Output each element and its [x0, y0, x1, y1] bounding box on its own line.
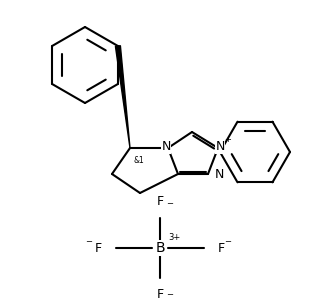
Text: F: F — [156, 195, 164, 208]
Text: −: − — [166, 290, 173, 299]
Text: −: − — [166, 199, 173, 208]
Text: B: B — [155, 241, 165, 255]
Text: 3+: 3+ — [168, 233, 180, 242]
Text: N: N — [161, 140, 171, 153]
Text: N: N — [215, 140, 225, 153]
Text: F: F — [95, 241, 102, 254]
Text: +: + — [225, 136, 231, 144]
Text: &1: &1 — [134, 156, 145, 165]
Text: −: − — [224, 237, 231, 246]
Text: F: F — [218, 241, 225, 254]
Text: −: − — [85, 237, 92, 246]
Text: F: F — [156, 288, 164, 301]
Polygon shape — [116, 46, 130, 148]
Text: N: N — [215, 168, 224, 181]
